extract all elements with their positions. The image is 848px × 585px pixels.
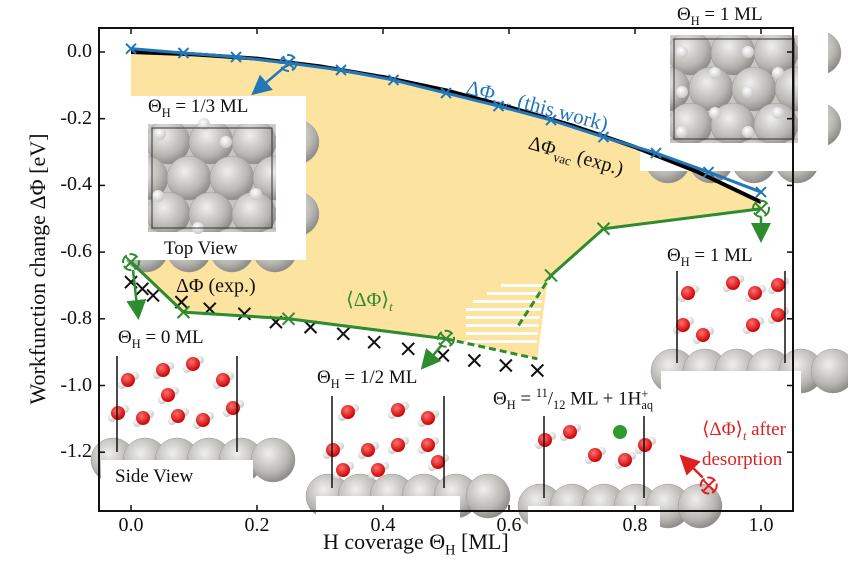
y-tick-label: -0.6 (60, 240, 92, 263)
hatched-region (449, 275, 552, 359)
legend-avg: ⟨ΔΦ⟩t (346, 289, 393, 314)
annotation-arrows (126, 62, 771, 479)
x-tick-label: 0.2 (244, 514, 270, 536)
legend-exp: ΔΦ (exp.) (176, 275, 256, 297)
y-tick-label: -0.8 (60, 306, 92, 329)
y-tick-label: -1.0 (60, 373, 92, 396)
x-tick-label: 0.4 (370, 514, 396, 536)
x-tick-label: 0.8 (622, 514, 648, 536)
axes-frame (98, 27, 794, 512)
x-tick-label: 1.0 (748, 514, 774, 536)
y-axis-title: Workfunction change ΔΦ [eV] (25, 133, 50, 405)
x-tick-label: 0.0 (118, 514, 144, 536)
coverage-label-1-3: ΘH = 1/3 ML (148, 96, 249, 120)
y-tick-label: -0.4 (60, 173, 92, 196)
data-series (122, 42, 770, 495)
coverage-label-1-side: ΘH = 1 ML (667, 245, 753, 269)
x-tick-label: 0.6 (496, 514, 522, 536)
y-tick-label: 0.0 (67, 40, 92, 62)
coverage-label-1-2: ΘH = 1/2 ML (317, 367, 418, 391)
coverage-label-1-top: ΘH = 1 ML (677, 4, 763, 28)
coverage-label-11-12: ΘH = 11/12 ML + 1H + aq (493, 386, 654, 413)
side-view-label: Side View (115, 466, 194, 487)
y-tick-label: -0.2 (60, 106, 92, 129)
x-axis-title: H coverage ΘH [ML] (323, 529, 509, 559)
legend-desorption: ⟨ΔΦ⟩t after desorption (702, 419, 786, 470)
structure-insets (90, 7, 848, 536)
y-tick-label: -1.2 (60, 440, 92, 463)
coverage-label-0: ΘH = 0 ML (118, 327, 204, 351)
top-view-label: Top View (164, 238, 238, 259)
